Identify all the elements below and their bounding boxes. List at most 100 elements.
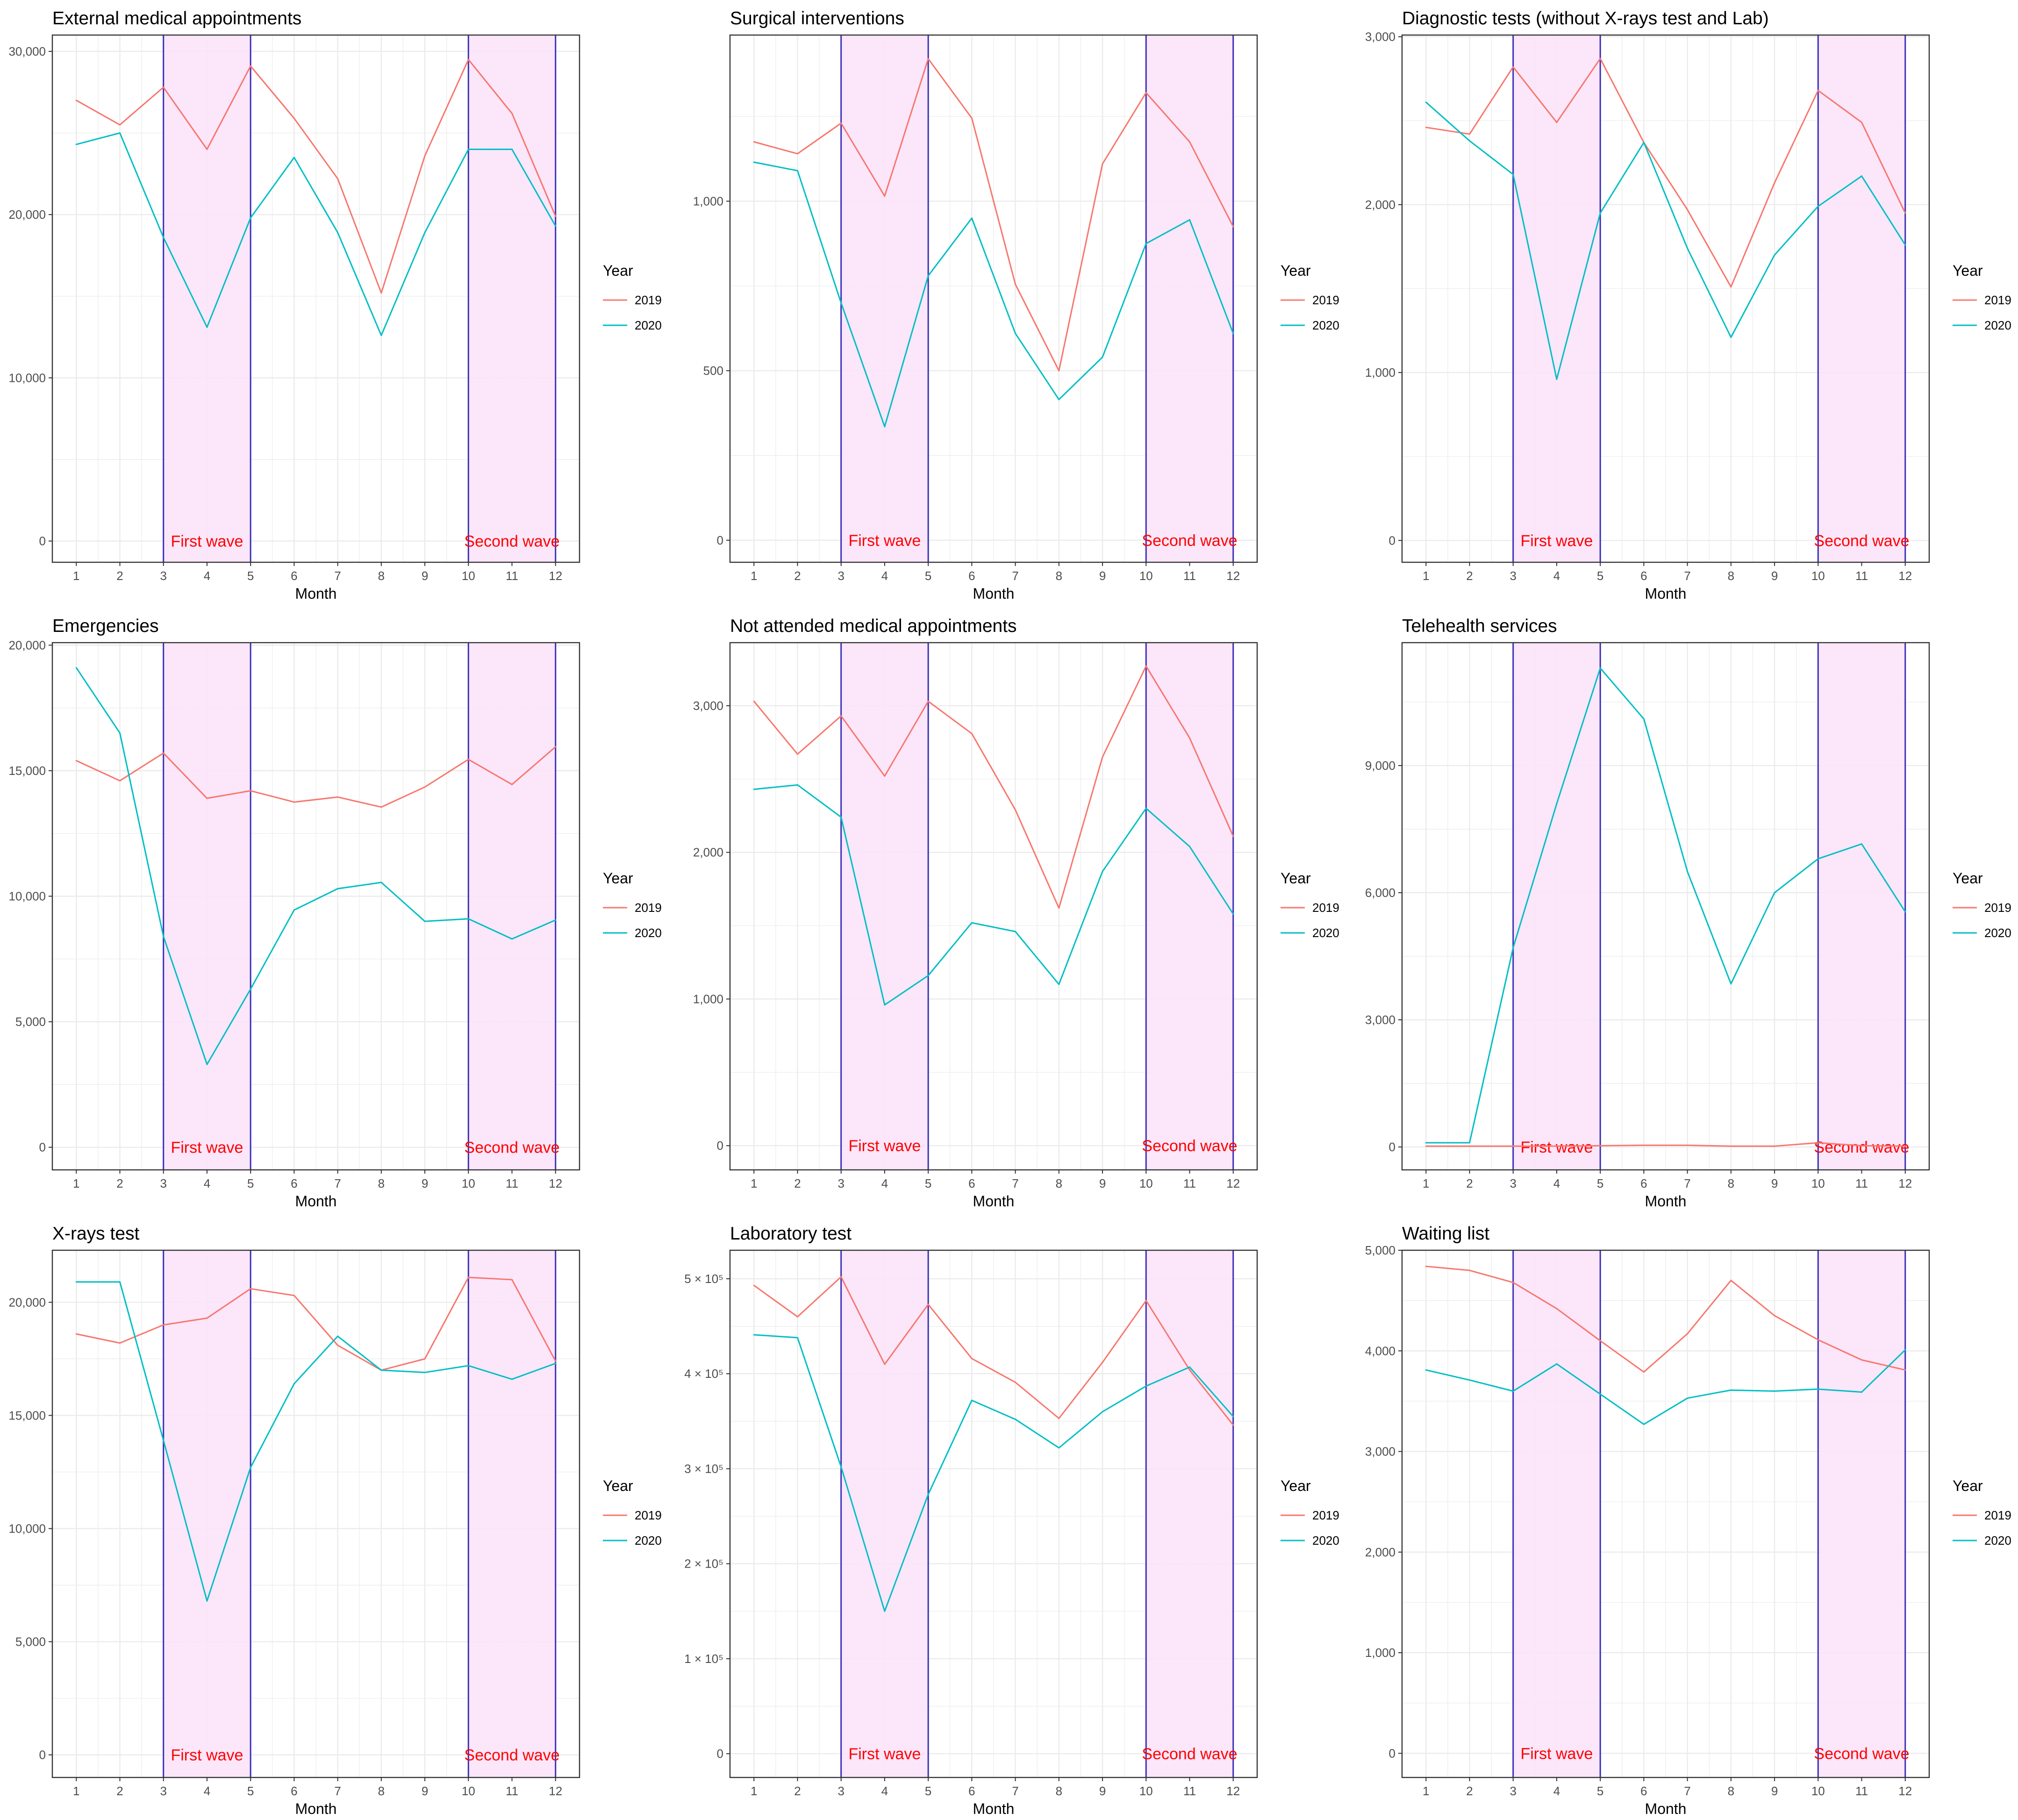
x-tick-label: 6 bbox=[968, 569, 975, 583]
data-point bbox=[884, 1004, 886, 1006]
data-point bbox=[1730, 286, 1732, 288]
chart-svg: Waiting list First wave Second wave 0 1,000 2… bbox=[1365, 1224, 2011, 1817]
data-point bbox=[1556, 803, 1558, 805]
data-point bbox=[1145, 1385, 1147, 1387]
wave-label: Second wave bbox=[1814, 532, 1909, 550]
y-tick-label: 2,000 bbox=[1365, 1545, 1395, 1559]
x-tick-label: 1 bbox=[1423, 569, 1429, 583]
wave-label: First wave bbox=[848, 1137, 921, 1155]
data-point bbox=[1232, 913, 1234, 915]
x-tick-label: 3 bbox=[837, 1784, 844, 1798]
data-point bbox=[250, 988, 251, 990]
wave-label: First wave bbox=[1520, 532, 1593, 550]
x-tick-label: 2 bbox=[116, 569, 123, 583]
y-tick-label: 5 × 10⁵ bbox=[684, 1272, 723, 1286]
data-point bbox=[1817, 858, 1819, 860]
x-tick-label: 7 bbox=[1684, 1176, 1690, 1190]
data-point bbox=[1468, 140, 1470, 142]
data-point bbox=[293, 1383, 295, 1385]
x-tick-label: 12 bbox=[1898, 1784, 1912, 1798]
x-tick-label: 10 bbox=[1139, 1176, 1153, 1190]
data-point bbox=[511, 1378, 513, 1380]
x-tick-label: 7 bbox=[1684, 569, 1690, 583]
data-point bbox=[293, 909, 295, 911]
data-point bbox=[1774, 1390, 1775, 1392]
data-point bbox=[1189, 846, 1191, 847]
x-axis-label: Month bbox=[1645, 1800, 1687, 1817]
x-tick-label: 8 bbox=[1728, 1176, 1734, 1190]
wave-region bbox=[468, 35, 556, 562]
x-tick-label: 8 bbox=[1728, 1784, 1734, 1798]
x-tick-label: 5 bbox=[1597, 1176, 1603, 1190]
data-point bbox=[424, 920, 426, 922]
x-tick-label: 6 bbox=[291, 1176, 297, 1190]
x-tick-label: 2 bbox=[794, 569, 801, 583]
data-point bbox=[250, 790, 251, 792]
y-tick-label: 20,000 bbox=[8, 638, 46, 652]
data-point bbox=[1145, 808, 1147, 810]
data-point bbox=[1817, 1388, 1819, 1390]
data-point bbox=[753, 141, 755, 143]
wave-region bbox=[1513, 35, 1601, 562]
data-point bbox=[927, 974, 929, 976]
wave-region bbox=[841, 35, 929, 562]
x-tick-label: 1 bbox=[73, 1176, 79, 1190]
wave-label: First wave bbox=[848, 532, 921, 550]
x-tick-label: 4 bbox=[204, 569, 210, 583]
y-tick-label: 30,000 bbox=[8, 44, 46, 58]
x-axis-label: Month bbox=[1645, 585, 1687, 602]
x-tick-label: 7 bbox=[334, 1176, 341, 1190]
data-point bbox=[206, 1063, 208, 1065]
data-point bbox=[1817, 205, 1819, 207]
data-point bbox=[884, 775, 886, 777]
wave-region bbox=[468, 643, 556, 1170]
x-tick-label: 3 bbox=[160, 1176, 166, 1190]
x-tick-label: 8 bbox=[378, 1176, 385, 1190]
data-point bbox=[1512, 947, 1514, 949]
wave-region bbox=[468, 1250, 556, 1777]
wave-label: First wave bbox=[1520, 1139, 1593, 1156]
x-tick-label: 5 bbox=[925, 569, 931, 583]
series-line-2020 bbox=[1425, 101, 1906, 380]
data-point bbox=[1817, 1142, 1819, 1144]
x-tick-label: 11 bbox=[506, 569, 518, 583]
data-point bbox=[337, 1344, 339, 1346]
y-tick-label: 0 bbox=[717, 1139, 723, 1153]
x-tick-label: 8 bbox=[1056, 1784, 1062, 1798]
y-tick-label: 0 bbox=[39, 1748, 46, 1762]
x-tick-label: 4 bbox=[204, 1176, 210, 1190]
data-point bbox=[1102, 756, 1103, 758]
plot-border bbox=[51, 642, 580, 1171]
y-tick-label: 3,000 bbox=[1365, 30, 1395, 44]
x-tick-label: 8 bbox=[378, 1784, 385, 1798]
chart-svg: Laboratory test First wave Second wave 0 1 ×… bbox=[684, 1224, 1339, 1817]
data-point bbox=[1232, 332, 1234, 334]
legend-label: 2020 bbox=[1984, 926, 2011, 940]
y-tick-label: 1,000 bbox=[693, 194, 723, 208]
y-tick-label: 1,000 bbox=[1365, 365, 1395, 380]
y-tick-label: 0 bbox=[1389, 533, 1395, 547]
data-point bbox=[337, 796, 339, 798]
data-point bbox=[1015, 809, 1016, 811]
x-tick-label: 11 bbox=[1183, 1176, 1196, 1190]
x-tick-label: 7 bbox=[1012, 1176, 1018, 1190]
data-point bbox=[293, 157, 295, 158]
y-tick-label: 0 bbox=[717, 1747, 723, 1761]
data-point bbox=[796, 170, 798, 172]
legend-label: 2019 bbox=[1312, 1508, 1339, 1522]
data-point bbox=[1512, 66, 1514, 68]
data-point bbox=[1556, 378, 1558, 380]
x-tick-label: 9 bbox=[422, 1784, 428, 1798]
x-tick-label: 12 bbox=[1226, 569, 1240, 583]
legend-label: 2019 bbox=[1984, 901, 2011, 915]
x-tick-label: 7 bbox=[1684, 1784, 1690, 1798]
data-point bbox=[380, 806, 382, 808]
x-tick-label: 6 bbox=[1640, 1784, 1647, 1798]
data-point bbox=[1904, 1349, 1906, 1351]
data-point bbox=[840, 122, 842, 124]
data-point bbox=[1102, 1361, 1103, 1363]
wave-region bbox=[1513, 1250, 1601, 1777]
